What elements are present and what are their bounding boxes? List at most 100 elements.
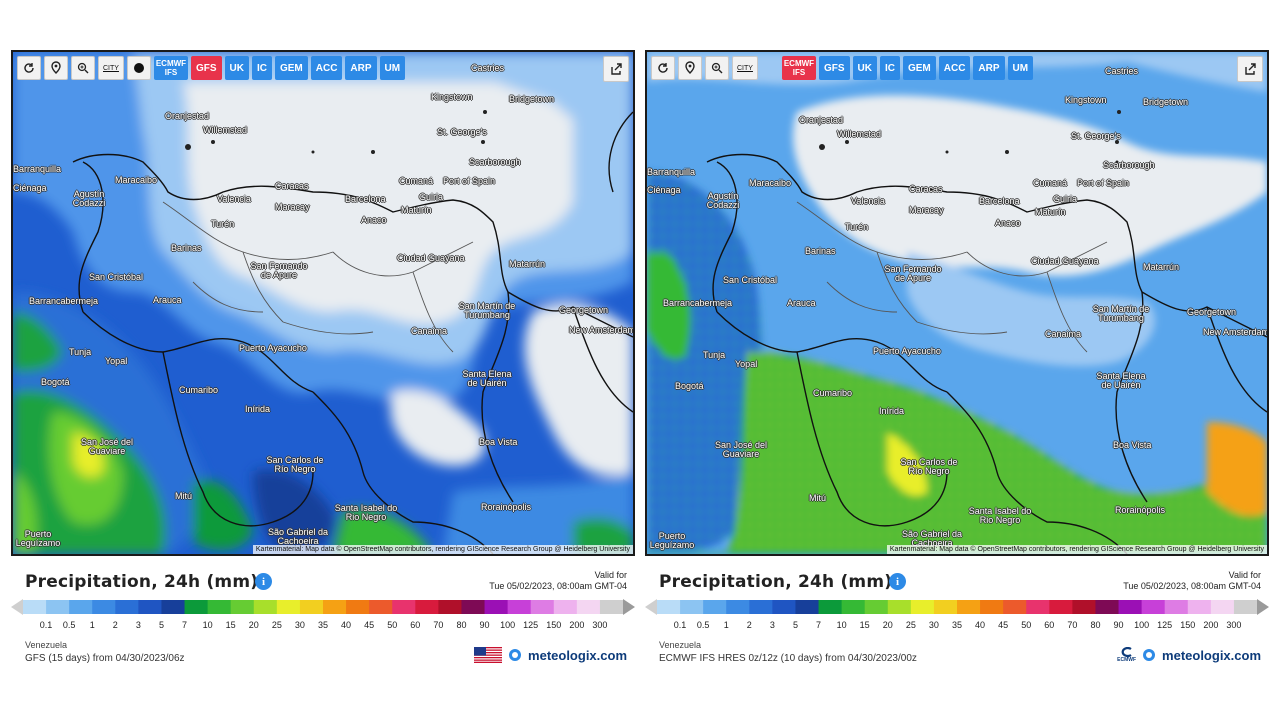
colorbar-tick-label: 20 [248,620,259,630]
colorbar-swatch [680,600,704,614]
city-label: Cumaribo [179,385,219,395]
model-ic-button[interactable]: IC [879,56,900,80]
reload-icon[interactable] [651,56,675,80]
city-label: Agustín Codazzi [706,191,740,210]
city-toggle[interactable]: CITY [98,56,124,80]
model-acc-button[interactable]: ACC [938,56,971,80]
city-label: Maracaibo [749,178,792,188]
colorbar-tick-label: 15 [225,620,236,630]
colorbar-swatch [461,600,486,614]
colorbar-tick-label: 2 [112,620,118,630]
location-pin-icon[interactable] [44,56,68,80]
model-gfs-button[interactable]: GFS [818,56,850,80]
model-um-button[interactable]: UM [379,56,406,80]
colorbar-tick-label: 50 [1021,620,1032,630]
city-label: San Martín de Turumbang [1092,304,1150,323]
map-attribution[interactable]: Kartenmaterial: Map data © OpenStreetMap… [252,545,633,554]
city-label: Barcelona [979,196,1020,206]
colorbar-tick-label: 90 [479,620,490,630]
colorbar [11,599,635,615]
model-arp-button[interactable]: ARP [345,56,377,80]
location-pin-icon[interactable] [678,56,702,80]
colorbar-swatch [299,600,324,614]
city-label: Santa Elena de Uairén [1096,371,1146,390]
model-uk-button[interactable]: UK [224,56,249,80]
city-label: Ciénaga [647,185,681,195]
zoom-icon[interactable] [71,56,95,80]
reload-icon[interactable] [17,56,41,80]
brand-name[interactable]: meteologix.com [1162,647,1261,663]
region-label: Venezuela [25,640,68,650]
colorbar-tick-label: 20 [882,620,893,630]
legend-title: Precipitation, 24h (mm) [659,572,893,592]
colorbar-tick-label: 30 [928,620,939,630]
city-label: San Fernando de Apure [884,264,942,283]
colorbar-tick-label: 1 [89,620,95,630]
ecmwf-map[interactable]: CITY ECMWF IFS GFS UK IC GEM ACC ARP UM … [645,50,1269,556]
city-label: Inírida [879,406,905,416]
model-ecmwf-button[interactable]: ECMWF IFS [153,56,188,80]
city-label: Yopal [735,359,758,369]
city-label: Willemstad [203,125,248,135]
colorbar-tick-label: 3 [135,620,141,630]
model-acc-button[interactable]: ACC [310,56,343,80]
brand-name[interactable]: meteologix.com [528,647,627,663]
colorbar-swatch [369,600,393,614]
toolbar-spacer [761,56,779,80]
city-label: São Gabriel da Cachoeira [267,527,329,546]
model-arp-button[interactable]: ARP [973,56,1005,80]
colorbar-ticks: 0.1 0.5 1 2 3 5 7 10 15 20 25 30 35 40 45 50 60 70 80 90 100… [11,620,635,632]
colorbar-swatch [553,600,578,614]
colorbar-tick-label: 2 [746,620,752,630]
city-label: San Cristóbal [89,272,144,282]
model-ecmwf-button[interactable]: ECMWF IFS [781,56,816,80]
model-gem-button[interactable]: GEM [274,56,308,80]
colorbar-tick-label: 100 [500,620,516,630]
colorbar-swatch [484,600,509,614]
city-label: Barcelona [345,194,386,204]
city-label: Puerto Leguízamo [649,531,695,550]
info-icon[interactable]: i [889,573,906,590]
colorbar-tick-label: 35 [951,620,963,630]
city-label: Oranjestad [799,115,844,125]
model-gfs-button[interactable]: GFS [190,56,222,80]
map-attribution[interactable]: Kartenmaterial: Map data © OpenStreetMap… [886,545,1267,554]
city-label: San José del Guaviare [80,437,134,456]
colorbar-tick-label: 60 [410,620,421,630]
dot-icon[interactable] [126,56,151,80]
city-label: Puerto Ayacucho [239,343,307,353]
model-ic-button[interactable]: IC [251,56,272,80]
city-label: Matarrún [1143,262,1180,272]
zoom-icon[interactable] [705,56,729,80]
city-label: Matarrún [509,259,546,269]
model-uk-button[interactable]: UK [852,56,877,80]
colorbar-min-arrow [645,599,657,615]
colorbar-swatch [1095,600,1120,614]
info-icon[interactable]: i [255,573,272,590]
model-gem-button[interactable]: GEM [902,56,936,80]
colorbar-tick-label: 45 [998,620,1009,630]
city-label: Castries [1105,66,1139,76]
model-um-button[interactable]: UM [1007,56,1034,80]
city-toggle[interactable]: CITY [732,56,758,80]
share-icon[interactable] [1237,56,1263,82]
colorbar-swatch [772,600,796,614]
colorbar-swatch [1049,600,1073,614]
share-icon[interactable] [603,56,629,82]
city-label: San José del Guaviare [714,440,768,459]
city-label: San Cristóbal [723,275,778,285]
colorbar-swatch [23,600,47,614]
city-label: Maracaibo [115,175,158,185]
colorbar-tick-label: 5 [158,620,164,630]
colorbar-tick-label: 100 [1134,620,1150,630]
city-label: Puerto Leguízamo [15,529,61,548]
city-label: San Carlos de Río Negro [266,455,324,474]
colorbar-max-arrow [1257,599,1269,615]
city-label: Barranquilla [647,167,696,177]
city-label: Rorainópolis [1115,505,1166,515]
city-label: Ciudad Guayana [1031,256,1099,266]
colorbar-tick-label: 80 [456,620,467,630]
gfs-map[interactable]: CITY ECMWF IFS GFS UK IC GEM ACC ARP UM … [11,50,635,556]
colorbar-swatch [392,600,416,614]
colorbar-swatch [703,600,727,614]
